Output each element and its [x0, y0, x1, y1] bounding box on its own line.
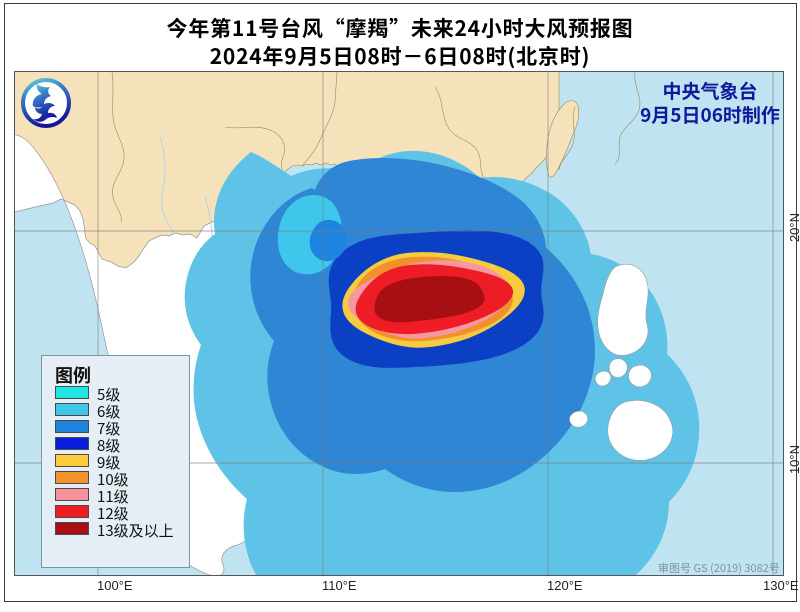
svg-text:审图号 GS (2019) 3082号: 审图号 GS (2019) 3082号 [658, 560, 780, 576]
